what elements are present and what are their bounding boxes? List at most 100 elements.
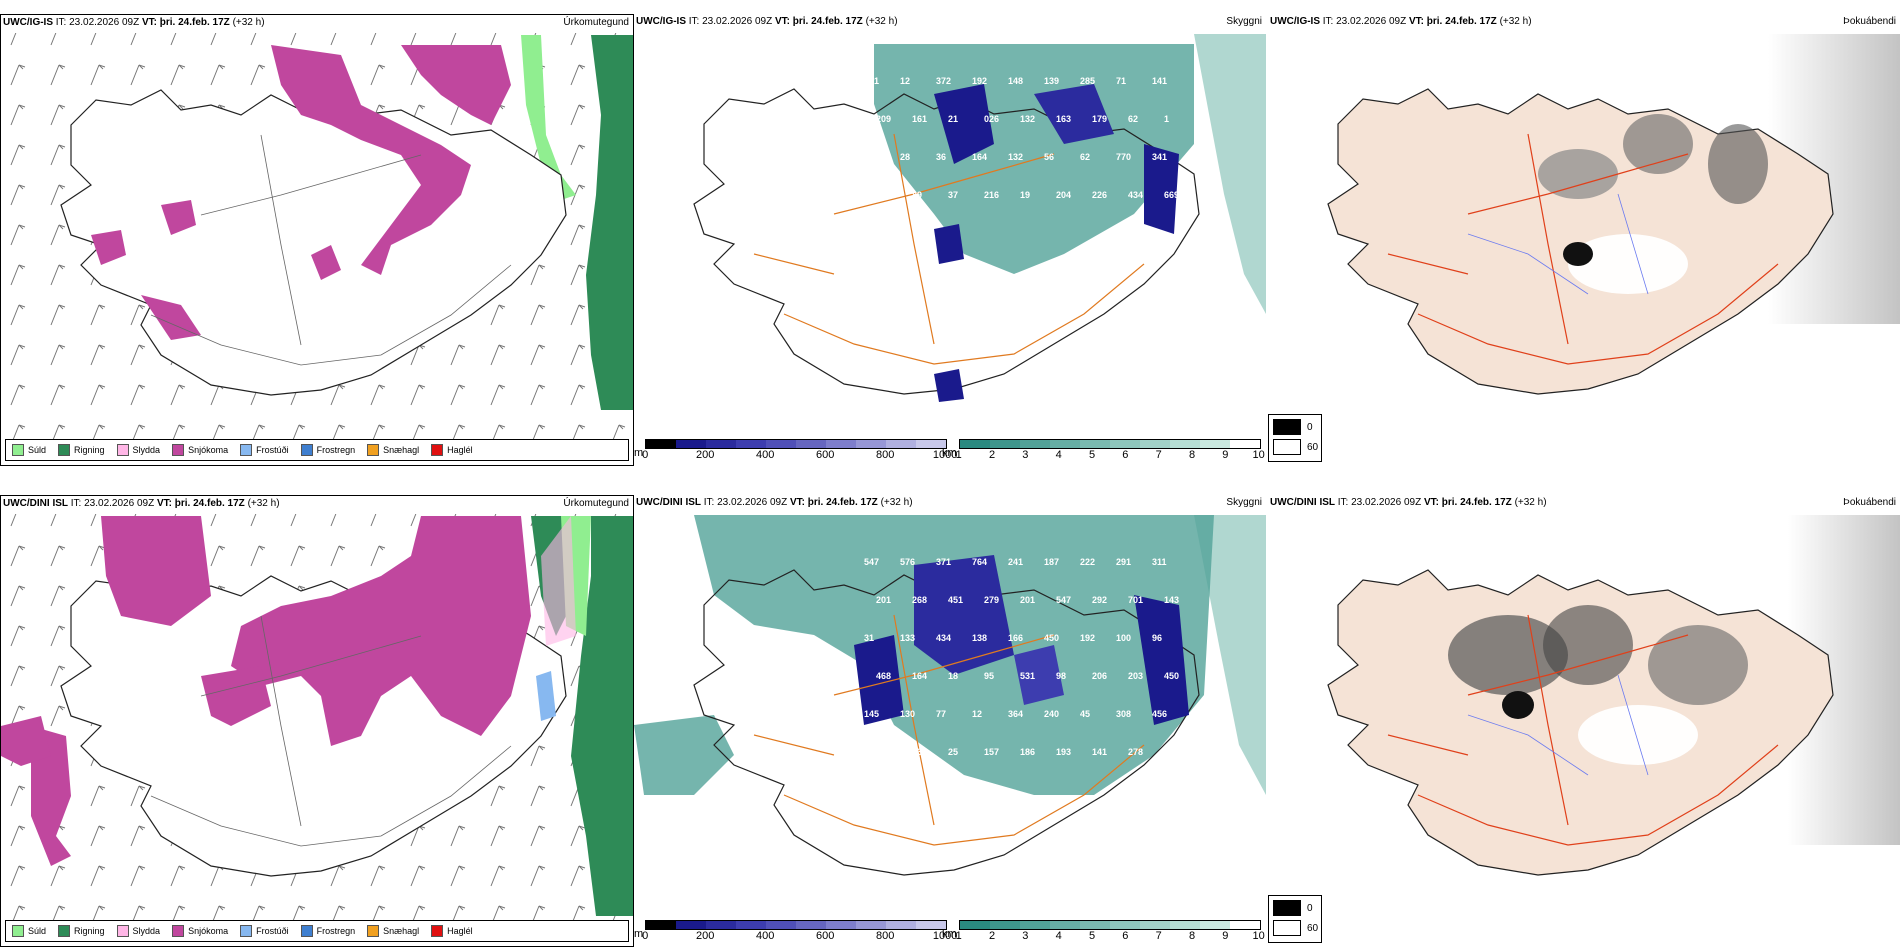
header-line: UWC/DINI ISL IT: 23.02.2026 09Z VT: þri.… bbox=[1270, 497, 1547, 508]
precip-panel-bottom: UWC/DINI ISL IT: 23.02.2026 09Z VT: þri.… bbox=[0, 495, 634, 947]
colorbar-tick: 10 bbox=[1252, 930, 1265, 942]
visibility-value-label: 201 bbox=[876, 595, 891, 605]
colorbar-block bbox=[796, 440, 827, 448]
colorbar-block bbox=[676, 440, 707, 448]
visibility-value-label: 192 bbox=[972, 76, 987, 86]
fog-panel-top: UWC/IG-IS IT: 23.02.2026 09Z VT: þri. 24… bbox=[1268, 14, 1900, 464]
visibility-value-label: 364 bbox=[1008, 709, 1023, 719]
legend-item: Slydda bbox=[116, 444, 160, 456]
colorbar-tick: 1000 bbox=[932, 930, 958, 942]
visibility-value-label: 186 bbox=[1020, 747, 1035, 757]
colorbar-block bbox=[916, 921, 947, 929]
visibility-value-label: 764 bbox=[972, 557, 987, 567]
visibility-value-label: 285 bbox=[1080, 76, 1095, 86]
visibility-value-label: 18 bbox=[948, 671, 958, 681]
colorbar-block bbox=[706, 921, 737, 929]
visibility-value-label: 28 bbox=[900, 152, 910, 162]
visibility-value-label: 141 bbox=[1152, 76, 1167, 86]
visibility-value-label: 100 bbox=[1116, 633, 1131, 643]
drizzle-region bbox=[521, 35, 576, 200]
header-line: UWC/IG-IS IT: 23.02.2026 09Z VT: þri. 24… bbox=[3, 17, 265, 28]
visibility-value-label: 99 bbox=[1164, 747, 1174, 757]
fog-legend: 0 60 bbox=[1268, 895, 1322, 943]
colorbar-block bbox=[646, 921, 677, 929]
fog-map bbox=[1327, 34, 1900, 395]
visibility-value-label: 187 bbox=[1044, 557, 1059, 567]
legend-item: Snjókoma bbox=[172, 925, 228, 937]
visibility-value-label: 1 bbox=[1164, 114, 1169, 124]
colorbar-tick: 9 bbox=[1222, 930, 1229, 942]
visibility-value-label: 468 bbox=[876, 671, 891, 681]
visibility-value-label: 73 bbox=[912, 747, 922, 757]
colorbar-block bbox=[1079, 921, 1110, 929]
colorbar-block bbox=[736, 440, 767, 448]
legend-item: Snæhagl bbox=[367, 925, 419, 937]
colorbar-tick: 3 bbox=[1022, 449, 1029, 461]
colorbar-tick: 3 bbox=[1022, 930, 1029, 942]
colorbar-block bbox=[886, 440, 917, 448]
panel-title: Þokuábendi bbox=[1843, 497, 1896, 508]
visibility-value-label: 89 bbox=[912, 190, 922, 200]
legend-item: Snæhagl bbox=[367, 444, 419, 456]
visibility-value-label: 341 bbox=[1152, 152, 1167, 162]
legend-item: Haglél bbox=[431, 444, 473, 456]
visibility-value-label: 770 bbox=[1116, 152, 1131, 162]
visibility-value-label: 164 bbox=[912, 671, 927, 681]
visibility-value-label: 179 bbox=[1092, 114, 1107, 124]
header-line: UWC/IG-IS IT: 23.02.2026 09Z VT: þri. 24… bbox=[636, 16, 898, 27]
visibility-value-label: 450 bbox=[1044, 633, 1059, 643]
visibility-value-label: 143 bbox=[1164, 595, 1179, 605]
panel-title: Úrkomutegund bbox=[563, 17, 629, 28]
visibility-value-label: 456 bbox=[1152, 709, 1167, 719]
colorbar-block bbox=[1049, 921, 1080, 929]
visibility-value-label: 222 bbox=[1080, 557, 1095, 567]
visibility-value-label: 268 bbox=[912, 595, 927, 605]
colorbar-tick: 4 bbox=[1055, 930, 1062, 942]
colorbar-m: m 0 200 400 600 800 1000 bbox=[634, 439, 957, 461]
visibility-value-label: 12 bbox=[972, 709, 982, 719]
panel-title: Skyggni bbox=[1226, 497, 1262, 508]
visibility-value-label: 5 bbox=[876, 190, 881, 200]
visibility-value-label: 25 bbox=[948, 747, 958, 757]
legend-item: Frostregn bbox=[300, 925, 355, 937]
visibility-value-label: 76 bbox=[864, 228, 874, 238]
visibility-value-label: 701 bbox=[1128, 595, 1143, 605]
visibility-value-label: 95 bbox=[984, 671, 994, 681]
colorbar-tick: 0 bbox=[642, 449, 649, 461]
visibility-value-label: 241 bbox=[1008, 557, 1023, 567]
legend-item: Frostregn bbox=[300, 444, 355, 456]
colorbar-tick: 8 bbox=[1188, 930, 1196, 942]
colorbar-tick: 2 bbox=[988, 930, 996, 942]
visibility-panel-bottom: UWC/DINI ISL IT: 23.02.2026 09Z VT: þri.… bbox=[634, 495, 1266, 945]
visibility-value-label: 308 bbox=[1116, 709, 1131, 719]
colorbar-tick: 800 bbox=[875, 449, 895, 461]
precip-map bbox=[1, 33, 633, 445]
colorbar-block bbox=[886, 921, 917, 929]
legend-item: Snjókoma bbox=[172, 444, 228, 456]
legend-item: Slydda bbox=[116, 925, 160, 937]
colorbar-block bbox=[1139, 440, 1170, 448]
panel-title: Skyggni bbox=[1226, 16, 1262, 27]
visibility-value-label: 434 bbox=[1128, 190, 1143, 200]
colorbar-block bbox=[736, 921, 767, 929]
visibility-value-label: 163 bbox=[1056, 114, 1071, 124]
visibility-value-label: 56 bbox=[1044, 152, 1054, 162]
colorbar-block bbox=[826, 440, 857, 448]
header-line: UWC/DINI ISL IT: 23.02.2026 09Z VT: þri.… bbox=[636, 497, 913, 508]
colorbar-block bbox=[856, 921, 887, 929]
snow-region bbox=[231, 516, 531, 746]
visibility-value-label: 71 bbox=[1116, 76, 1126, 86]
legend-item: Rigning bbox=[58, 925, 105, 937]
visibility-value-label: 62 bbox=[1128, 114, 1138, 124]
visibility-value-label: 166 bbox=[1008, 633, 1023, 643]
visibility-value-label: 226 bbox=[1092, 190, 1107, 200]
colorbar-block bbox=[1109, 921, 1140, 929]
colorbar-m: m 0 200 400 600 800 1000 bbox=[634, 920, 957, 942]
colorbar-tick: 400 bbox=[755, 449, 775, 461]
visibility-value-label: 21 bbox=[948, 114, 958, 124]
visibility-value-label: 130 bbox=[900, 709, 915, 719]
visibility-value-label: 192 bbox=[1080, 633, 1095, 643]
colorbar-block bbox=[916, 440, 947, 448]
colorbar-km: km 1 2 3 4 5 6 7 8 9 10 bbox=[942, 439, 1265, 461]
